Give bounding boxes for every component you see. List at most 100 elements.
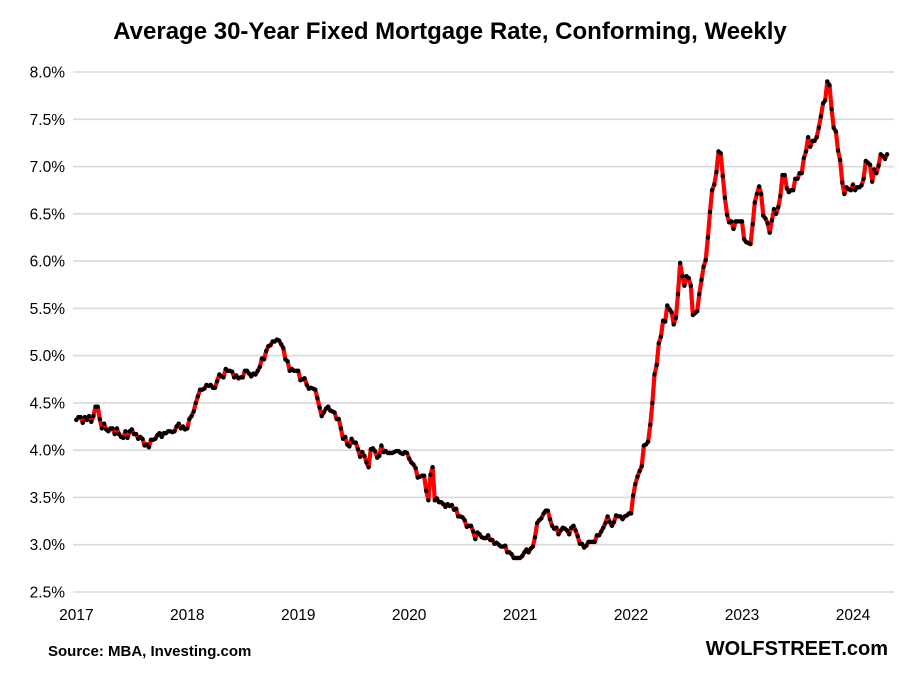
rate-marker bbox=[80, 420, 85, 425]
rate-marker bbox=[603, 520, 608, 526]
rate-marker bbox=[771, 206, 777, 212]
rate-marker bbox=[449, 502, 454, 508]
rate-marker bbox=[146, 445, 152, 450]
rate-marker bbox=[321, 410, 326, 415]
rate-marker bbox=[840, 180, 845, 185]
rate-marker bbox=[471, 529, 476, 534]
y-tick-label: 7.5% bbox=[30, 112, 66, 129]
rate-marker bbox=[193, 400, 198, 406]
y-tick-label: 4.5% bbox=[30, 395, 66, 412]
rate-marker bbox=[302, 376, 307, 381]
rate-marker bbox=[584, 543, 589, 548]
rate-marker bbox=[255, 368, 260, 373]
rate-marker bbox=[84, 417, 90, 423]
rate-marker bbox=[675, 292, 681, 297]
rate-marker bbox=[748, 241, 753, 247]
rate-marker bbox=[872, 167, 877, 172]
wolfstreet-watermark: WOLFSTREET.com bbox=[705, 638, 888, 660]
rate-marker bbox=[601, 525, 606, 530]
rate-marker bbox=[808, 144, 813, 149]
rate-marker bbox=[91, 413, 96, 419]
rate-marker bbox=[825, 79, 830, 84]
rate-marker bbox=[805, 135, 811, 140]
x-tick-label: 2017 bbox=[59, 607, 93, 624]
rate-marker bbox=[633, 482, 638, 487]
rate-marker bbox=[407, 456, 412, 461]
rate-marker bbox=[767, 230, 772, 235]
rate-marker bbox=[645, 439, 651, 444]
rate-marker bbox=[831, 125, 836, 130]
rate-marker bbox=[121, 435, 126, 441]
rate-marker bbox=[133, 431, 139, 437]
rate-marker bbox=[782, 172, 787, 178]
rate-line bbox=[74, 79, 890, 561]
rate-marker bbox=[814, 135, 819, 140]
rate-marker bbox=[336, 416, 341, 422]
rate-marker bbox=[325, 404, 331, 409]
rate-marker bbox=[509, 552, 514, 557]
rate-marker bbox=[605, 514, 610, 519]
rate-marker bbox=[185, 426, 190, 431]
y-tick-label: 6.5% bbox=[30, 206, 66, 223]
rate-marker bbox=[195, 394, 201, 399]
rate-marker bbox=[176, 421, 181, 426]
rate-marker bbox=[803, 149, 809, 154]
rate-marker bbox=[648, 422, 653, 427]
rate-marker bbox=[701, 264, 706, 269]
rate-marker bbox=[833, 129, 839, 134]
rate-marker bbox=[816, 125, 821, 130]
rate-marker bbox=[707, 209, 713, 215]
x-tick-label: 2021 bbox=[503, 607, 537, 624]
rate-marker bbox=[776, 205, 781, 210]
rate-marker bbox=[765, 221, 770, 226]
rate-marker bbox=[688, 283, 693, 288]
rate-marker bbox=[539, 516, 544, 521]
rate-marker bbox=[413, 465, 418, 471]
rate-marker bbox=[724, 212, 730, 217]
rate-marker bbox=[754, 191, 760, 197]
y-tick-label: 5.5% bbox=[30, 301, 66, 318]
rate-marker bbox=[372, 448, 378, 454]
rate-marker bbox=[360, 449, 365, 455]
rate-marker bbox=[714, 170, 719, 175]
rate-marker bbox=[404, 450, 410, 456]
rate-marker bbox=[697, 292, 702, 297]
rate-marker bbox=[861, 176, 866, 181]
rate-marker bbox=[874, 171, 879, 176]
rate-marker bbox=[78, 414, 83, 420]
rate-marker bbox=[759, 191, 764, 197]
rate-marker bbox=[712, 182, 717, 187]
rate-marker bbox=[799, 171, 804, 176]
rate-marker bbox=[172, 429, 177, 434]
rate-marker bbox=[253, 372, 258, 377]
rate-marker bbox=[703, 257, 708, 263]
rate-marker bbox=[791, 188, 796, 193]
rate-marker bbox=[752, 200, 757, 205]
rate-marker bbox=[750, 222, 755, 227]
rate-marker bbox=[140, 436, 145, 441]
rate-marker bbox=[695, 309, 700, 314]
rate-marker bbox=[652, 372, 657, 377]
rate-marker bbox=[411, 462, 416, 467]
rate-marker bbox=[571, 523, 576, 528]
rate-marker bbox=[669, 309, 674, 315]
rate-marker bbox=[884, 152, 890, 157]
rate-marker bbox=[867, 162, 873, 167]
rate-marker bbox=[426, 498, 431, 503]
rate-marker bbox=[827, 83, 832, 88]
rate-marker bbox=[264, 348, 269, 354]
rate-marker bbox=[592, 539, 597, 545]
rate-marker bbox=[353, 440, 358, 445]
rate-marker bbox=[317, 405, 322, 410]
rate-marker bbox=[338, 426, 344, 431]
chart-title: Average 30-Year Fixed Mortgage Rate, Con… bbox=[113, 18, 787, 45]
rate-marker bbox=[658, 334, 664, 339]
rate-marker bbox=[876, 163, 881, 168]
y-tick-label: 3.5% bbox=[30, 490, 66, 507]
rate-marker bbox=[379, 443, 384, 448]
rate-marker bbox=[631, 493, 636, 498]
y-tick-label: 8.0% bbox=[30, 65, 66, 82]
rate-marker bbox=[850, 182, 856, 187]
